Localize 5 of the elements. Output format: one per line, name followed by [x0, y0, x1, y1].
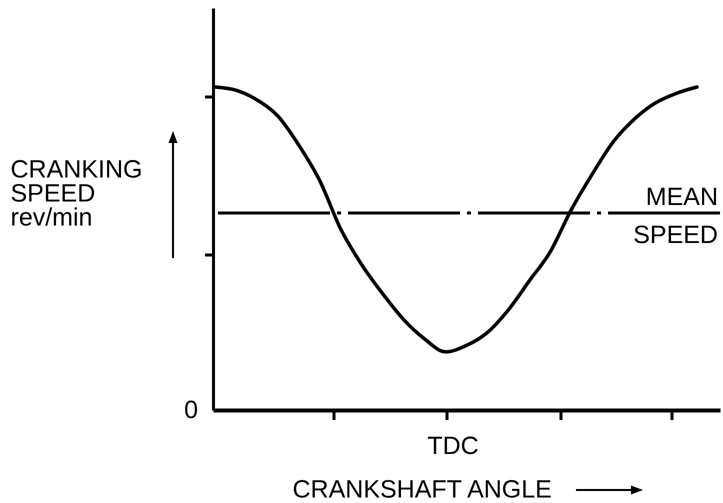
x-axis-title: CRANKSHAFT ANGLE [292, 476, 552, 503]
y-axis-title: CRANKING SPEED rev/min [10, 156, 142, 232]
ref-line-label: MEAN SPEED [633, 182, 718, 249]
text: TDC [427, 432, 479, 460]
text: 0 [184, 396, 198, 424]
